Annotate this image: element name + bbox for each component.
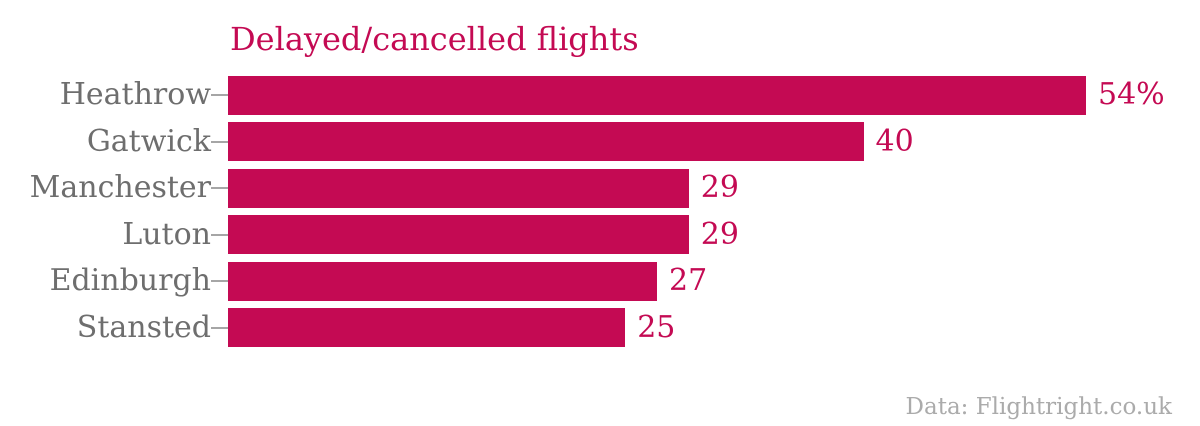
value-label: 29	[700, 170, 739, 206]
bar	[228, 75, 1086, 115]
source-attribution: Data: Flightright.co.uk	[905, 394, 1172, 420]
tick-mark	[211, 187, 228, 190]
chart-row: Manchester 29	[0, 165, 1200, 212]
category-label: Manchester	[29, 170, 211, 206]
chart-row: Gatwick 40	[0, 119, 1200, 166]
category-label: Edinburgh	[49, 263, 211, 299]
chart-row: Heathrow 54%	[0, 72, 1200, 119]
bar	[228, 215, 689, 255]
chart-row: Luton 29	[0, 212, 1200, 259]
tick-mark	[211, 94, 228, 97]
bar	[228, 168, 689, 208]
tick-mark	[211, 280, 228, 283]
chart-title: Delayed/cancelled flights	[230, 20, 639, 58]
tick-mark	[211, 140, 228, 143]
chart-row: Edinburgh 27	[0, 258, 1200, 305]
value-label: 29	[700, 216, 739, 252]
value-label: 54%	[1098, 77, 1165, 113]
category-label: Gatwick	[86, 123, 211, 159]
category-label: Heathrow	[59, 77, 211, 113]
bar	[228, 261, 657, 301]
bar	[228, 122, 864, 162]
category-label: Luton	[122, 216, 211, 252]
tick-mark	[211, 326, 228, 329]
value-label: 25	[637, 309, 676, 345]
tick-mark	[211, 233, 228, 236]
chart-rows: Heathrow 54% Gatwick 40 Manchester 29 Luton 29 E…	[0, 72, 1200, 351]
chart-row: Stansted 25	[0, 305, 1200, 352]
bar	[228, 308, 626, 348]
category-label: Stansted	[76, 309, 211, 345]
value-label: 40	[875, 123, 914, 159]
value-label: 27	[669, 263, 708, 299]
